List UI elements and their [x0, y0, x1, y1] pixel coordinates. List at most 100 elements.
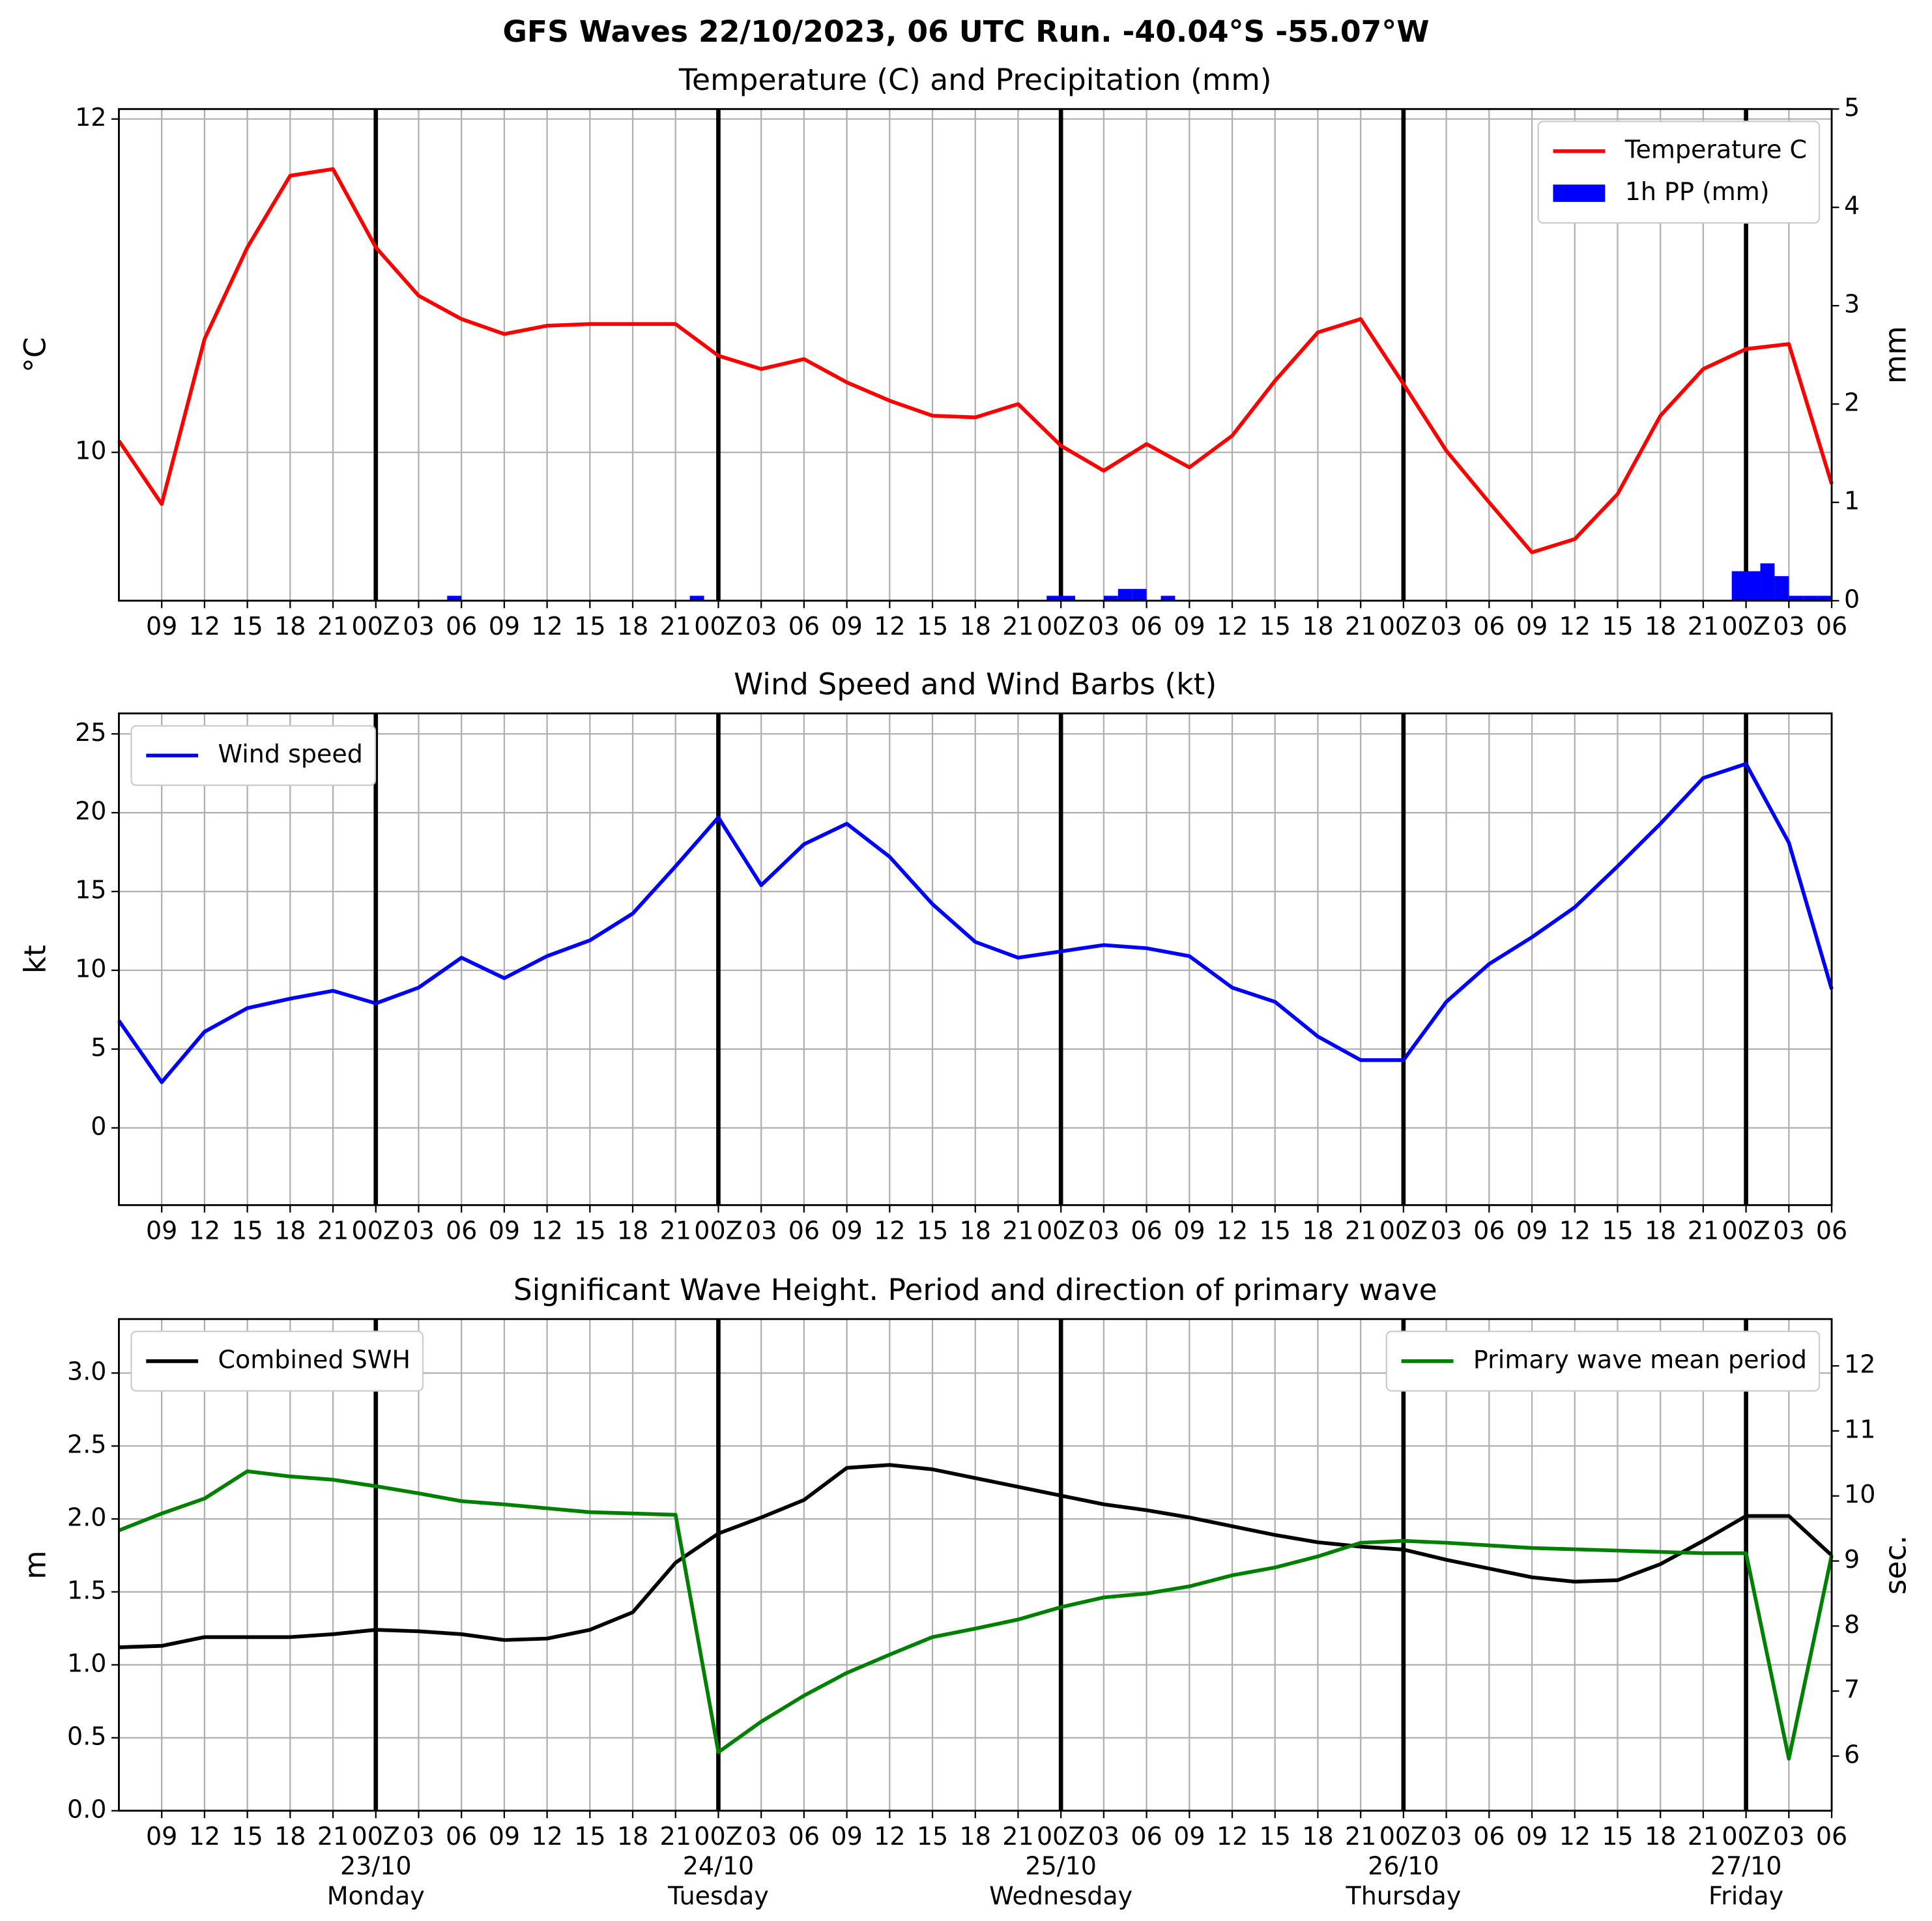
x-tick-label: 21: [317, 1822, 349, 1851]
x-tick-label: 18: [617, 1217, 648, 1245]
x-tick-label: 15: [231, 1217, 263, 1245]
y-axis-label: °C: [18, 337, 53, 373]
x-tick-label: 03: [745, 1217, 777, 1245]
series-line: [119, 1463, 1833, 1649]
date-label: 27/10: [1710, 1852, 1782, 1881]
x-tick-label: 12: [189, 612, 220, 641]
x-tick-label: 09: [1516, 1822, 1548, 1851]
bar: [1061, 596, 1076, 601]
x-tick-label: 21: [660, 1822, 691, 1851]
x-tick-label: 12: [1217, 1217, 1248, 1245]
x-tick-label: 06: [788, 612, 820, 641]
x-tick-label: 00Z: [352, 1822, 400, 1851]
y-tick-label: 0.0: [67, 1795, 106, 1823]
x-tick-label: 03: [1773, 1217, 1804, 1245]
date-label: 26/10: [1368, 1852, 1439, 1881]
x-tick-label: 21: [1002, 612, 1033, 641]
y2-tick-label: 6: [1844, 1740, 1860, 1769]
x-tick-label: 09: [146, 612, 177, 641]
series-line: [117, 762, 1834, 1084]
x-tick-label: 00Z: [1037, 1217, 1085, 1245]
y2-tick-label: 2: [1844, 388, 1860, 417]
y-tick-label: 10: [75, 955, 106, 983]
x-tick-label: 09: [146, 1217, 177, 1245]
y-tick-label: 20: [75, 797, 106, 826]
x-tick-label: 03: [1088, 1217, 1119, 1245]
x-tick-label: 15: [917, 1822, 948, 1851]
x-tick-label: 21: [660, 1217, 691, 1245]
x-tick-label: 12: [189, 1822, 220, 1851]
axes-frame: [118, 108, 1833, 602]
x-tick-label: 00Z: [1379, 1217, 1428, 1245]
x-tick-label: 00Z: [1379, 612, 1428, 641]
x-tick-label: 03: [1430, 1822, 1462, 1851]
y-tick-label: 5: [91, 1033, 106, 1062]
y-tick-label: 2.5: [67, 1430, 106, 1459]
legend-label: Primary wave mean period: [1473, 1345, 1807, 1374]
x-tick-label: 15: [574, 1822, 605, 1851]
x-tick-label: 06: [788, 1822, 820, 1851]
x-tick-label: 09: [831, 1822, 862, 1851]
x-tick-label: 06: [1816, 1217, 1847, 1245]
x-tick-label: 06: [1473, 1217, 1505, 1245]
x-tick-label: 18: [1302, 612, 1333, 641]
x-tick-label: 06: [1816, 1822, 1847, 1851]
x-tick-label: 09: [1174, 1822, 1205, 1851]
x-tick-label: 12: [531, 1822, 562, 1851]
figure-title: GFS Waves 22/10/2023, 06 UTC Run. -40.04…: [502, 14, 1429, 49]
x-tick-label: 00Z: [1379, 1822, 1428, 1851]
x-tick-label: 12: [189, 1217, 220, 1245]
y-tick-label: 3.0: [67, 1357, 106, 1386]
x-tick-label: 09: [146, 1822, 177, 1851]
x-tick-label: 06: [1131, 1217, 1162, 1245]
x-tick-label: 15: [231, 1822, 263, 1851]
axes-title: Significant Wave Height. Period and dire…: [513, 1273, 1437, 1307]
x-tick-label: 00Z: [1037, 612, 1085, 641]
axes-title: Temperature (C) and Precipitation (mm): [678, 63, 1272, 97]
y2-tick-label: 12: [1844, 1350, 1875, 1379]
x-tick-label: 21: [1688, 1217, 1719, 1245]
x-tick-label: 09: [489, 1217, 520, 1245]
x-tick-label: 09: [831, 1217, 862, 1245]
legend-label: Temperature C: [1624, 135, 1807, 164]
axes-frame: [118, 712, 1833, 1206]
x-tick-label: 06: [446, 612, 477, 641]
x-tick-label: 00Z: [352, 612, 400, 641]
bar: [1132, 588, 1147, 601]
x-tick-label: 00Z: [694, 612, 742, 641]
x-tick-label: 06: [1816, 612, 1847, 641]
x-tick-label: 18: [960, 1822, 991, 1851]
x-tick-label: 00Z: [1722, 612, 1770, 641]
x-tick-label: 12: [1217, 1822, 1248, 1851]
y2-tick-label: 4: [1844, 192, 1860, 220]
x-tick-label: 12: [874, 1217, 905, 1245]
x-tick-label: 21: [1345, 1217, 1376, 1245]
x-tick-label: 03: [745, 1822, 777, 1851]
x-tick-label: 06: [1473, 1822, 1505, 1851]
x-tick-label: 21: [1688, 612, 1719, 641]
x-tick-label: 03: [1773, 1822, 1804, 1851]
y-tick-label: 25: [75, 718, 106, 747]
x-tick-label: 12: [1559, 612, 1591, 641]
y-tick-label: 10: [75, 437, 106, 465]
x-tick-label: 15: [917, 1217, 948, 1245]
x-tick-label: 15: [1260, 612, 1291, 641]
x-tick-label: 06: [1473, 612, 1505, 641]
y2-tick-label: 0: [1844, 585, 1860, 613]
x-tick-label: 15: [574, 612, 605, 641]
y2-tick-label: 5: [1844, 93, 1860, 122]
legend-label: Wind speed: [218, 740, 363, 768]
x-tick-label: 21: [1688, 1822, 1719, 1851]
legend-box: [130, 1331, 424, 1392]
x-tick-label: 06: [446, 1217, 477, 1245]
x-tick-label: 15: [1602, 1217, 1633, 1245]
x-tick-label: 15: [231, 612, 263, 641]
y-tick-label: 1.0: [67, 1649, 106, 1677]
x-tick-label: 06: [788, 1217, 820, 1245]
x-tick-label: 12: [874, 612, 905, 641]
x-tick-label: 03: [1430, 1217, 1462, 1245]
x-tick-label: 18: [960, 1217, 991, 1245]
x-tick-label: 09: [831, 612, 862, 641]
